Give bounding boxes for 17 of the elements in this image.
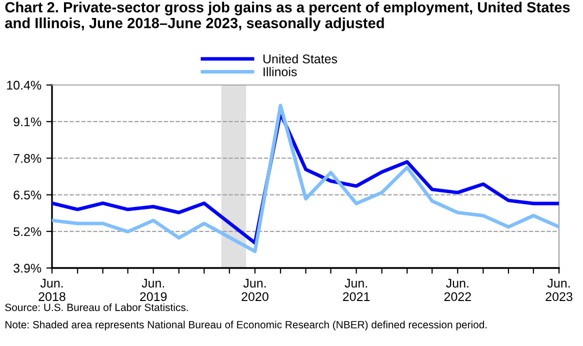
- y-tick-label: 7.8%: [14, 154, 42, 163]
- y-tick-label: 9.1%: [14, 117, 42, 126]
- x-tick-label: Jun. 2020: [242, 278, 268, 302]
- y-tick-label: 3.9%: [14, 264, 42, 273]
- y-tick-label: 6.5%: [14, 190, 42, 200]
- legend-label: United States: [263, 54, 338, 64]
- legend-label: Illinois: [264, 67, 297, 76]
- x-tick-label: Jun. 2023: [546, 278, 572, 302]
- text: Note: Shaded area represents National Bureau of Economic Research (NBER) defined recession period.: [6, 320, 487, 330]
- source-note: Source: U.S. Bureau of Labor Statistics.: [5, 303, 188, 312]
- x-tick-label: Jun. 2022: [444, 278, 471, 302]
- y-tick-label: 5.2%: [14, 227, 42, 236]
- chart-title: Chart 2. Private-sector gross job gains as a percent of employment, United States and Illinois, June 2018–June 2023, seasonally adjusted: [5, 2, 570, 32]
- x-tick-label: Jun. 2021: [343, 278, 370, 302]
- y-tick-label: 10.4%: [7, 80, 42, 90]
- x-tick-label: Jun. 2018: [38, 278, 66, 302]
- x-tick-label: Jun. 2019: [140, 278, 167, 302]
